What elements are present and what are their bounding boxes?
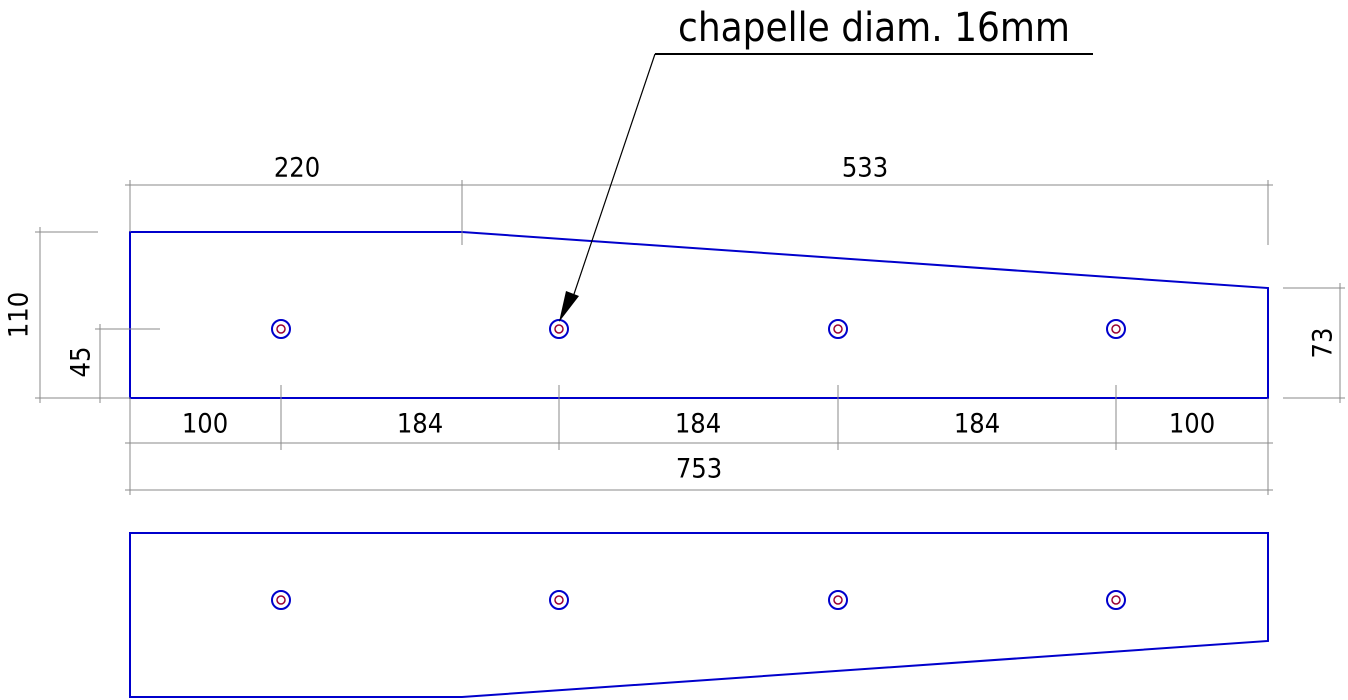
leader: [559, 53, 1093, 322]
dimension-label: 110: [4, 292, 35, 338]
lower-part: [129, 532, 1269, 698]
dimension-lines: [35, 180, 1345, 495]
dimension-label: 184: [954, 409, 1000, 440]
annotation: chapelle diam. 16mm: [678, 5, 1070, 51]
dimension-label: 184: [675, 409, 721, 440]
dimension-label: 753: [676, 454, 722, 485]
dimension-label: 533: [842, 153, 888, 184]
holes: [271, 319, 1126, 610]
dimension-label: 45: [66, 347, 97, 378]
dimension-label: 220: [274, 153, 320, 184]
upper-part: [129, 231, 1269, 399]
dimension-label: 100: [182, 409, 228, 440]
dimension-label: 73: [1308, 328, 1339, 359]
dimension-label: 100: [1169, 409, 1215, 440]
dimension-label: 184: [397, 409, 443, 440]
